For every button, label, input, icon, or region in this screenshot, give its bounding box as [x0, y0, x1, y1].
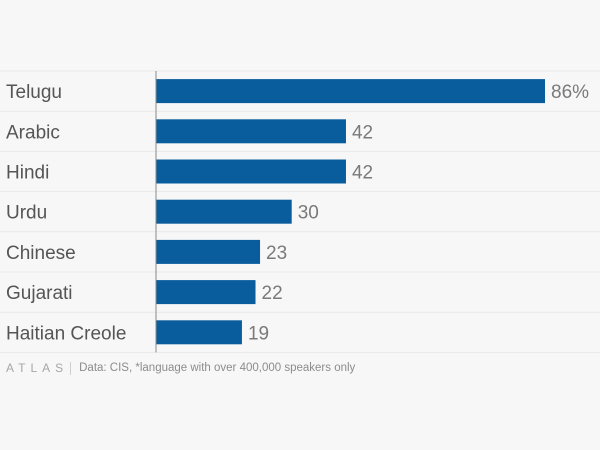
- value-label: 42: [352, 163, 373, 184]
- chart-footer: ATLAS Data: CIS, *language with over 400…: [6, 360, 355, 376]
- bar: [156, 239, 261, 264]
- category-label: Hindi: [6, 163, 49, 184]
- bar: [156, 320, 242, 345]
- value-label: 42: [352, 122, 373, 143]
- bar: [156, 280, 256, 305]
- bar: [156, 79, 545, 104]
- data-source-note: Data: CIS, *language with over 400,000 s…: [79, 362, 356, 374]
- category-label: Urdu: [6, 203, 47, 224]
- footer-divider: [70, 361, 72, 375]
- bar: [156, 119, 346, 144]
- atlas-logo: ATLAS: [6, 361, 69, 375]
- bar: [156, 199, 292, 224]
- category-label: Gujarati: [6, 283, 73, 304]
- category-label: Haitian Creole: [6, 323, 126, 344]
- category-label: Arabic: [6, 122, 60, 143]
- value-label: 19: [248, 323, 269, 344]
- category-label: Telugu: [6, 82, 62, 103]
- value-label: 22: [262, 283, 283, 304]
- value-label: 86%: [551, 82, 589, 103]
- value-label: 23: [266, 243, 287, 264]
- value-label: 30: [298, 203, 319, 224]
- bar: [156, 159, 346, 184]
- category-label: Chinese: [6, 243, 76, 264]
